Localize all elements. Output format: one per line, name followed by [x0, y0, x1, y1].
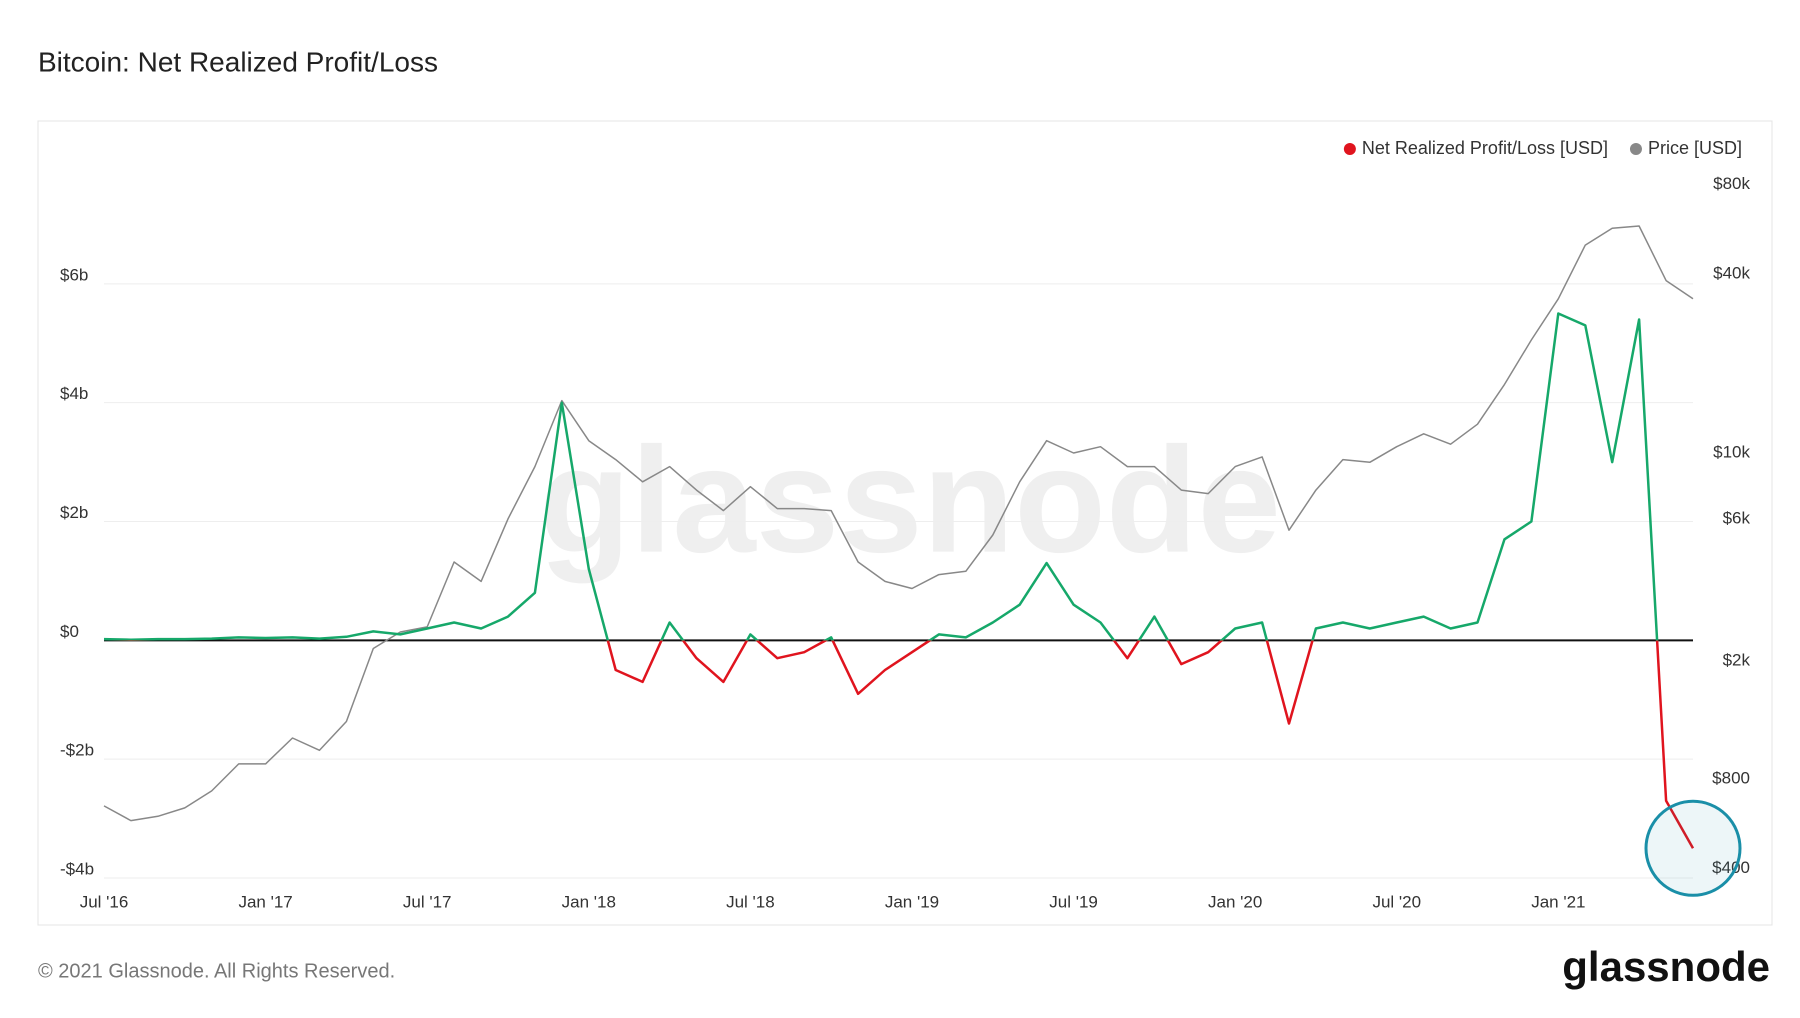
- chart-frame: [37, 120, 1773, 926]
- x-tick-label: Jan '18: [562, 892, 616, 911]
- logo: glassnode: [1562, 943, 1770, 990]
- legend-dot: [1629, 143, 1642, 155]
- watermark: glassnode: [539, 416, 1281, 584]
- y-tick-label: -$2b: [60, 741, 94, 760]
- price-line: [103, 225, 1694, 822]
- y-tick-label: -$4b: [60, 859, 94, 878]
- legend-dot: [1343, 143, 1356, 155]
- y-tick-label: $4b: [60, 384, 88, 403]
- y-tick-label: $0: [60, 622, 79, 641]
- x-tick-label: Jul '19: [1049, 892, 1098, 911]
- y2-tick-label: $10k: [1713, 442, 1750, 461]
- legend-label: Price [USD]: [1648, 138, 1742, 158]
- legend-label: Net Realized Profit/Loss [USD]: [1362, 138, 1608, 158]
- profit-loss-line: [103, 312, 1695, 849]
- chart-title: Bitcoin: Net Realized Profit/Loss: [38, 46, 438, 77]
- x-tick-label: Jul '18: [726, 892, 775, 911]
- x-tick-label: Jul '20: [1372, 892, 1421, 911]
- y2-tick-label: $2k: [1723, 650, 1751, 669]
- x-tick-label: Jul '17: [403, 892, 452, 911]
- y-tick-label: $2b: [60, 503, 88, 522]
- highlight-circle: [1644, 799, 1742, 897]
- x-tick-label: Jan '19: [885, 892, 939, 911]
- y-tick-label: $6b: [60, 265, 88, 284]
- x-tick-label: Jul '16: [80, 892, 129, 911]
- y2-tick-label: $400: [1712, 858, 1750, 877]
- y2-tick-label: $800: [1712, 769, 1750, 788]
- copyright: © 2021 Glassnode. All Rights Reserved.: [38, 960, 395, 982]
- y2-tick-label: $80k: [1713, 174, 1750, 193]
- x-tick-label: Jan '20: [1208, 892, 1262, 911]
- y2-tick-label: $6k: [1723, 508, 1751, 527]
- x-tick-label: Jan '21: [1531, 892, 1585, 911]
- y2-tick-label: $40k: [1713, 263, 1750, 282]
- x-tick-label: Jan '17: [238, 892, 292, 911]
